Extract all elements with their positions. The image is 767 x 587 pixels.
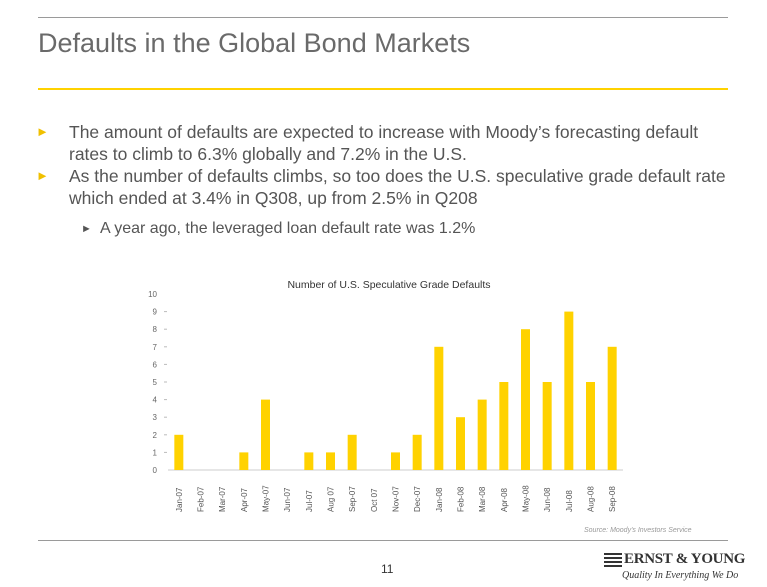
bar-may-08 bbox=[521, 329, 530, 470]
slide-title: Defaults in the Global Bond Markets bbox=[38, 28, 471, 58]
x-tick-label: May-08 bbox=[522, 485, 531, 512]
bullet-item: ► As the number of defaults climbs, so t… bbox=[36, 165, 736, 209]
y-tick-label: 10 bbox=[148, 290, 157, 299]
ernst-young-logo: ERNST & YOUNG Quality In Everything We D… bbox=[604, 551, 745, 585]
x-tick-label: Jun-07 bbox=[283, 487, 292, 512]
bar-aug-07 bbox=[326, 452, 335, 470]
page-number: 11 bbox=[381, 562, 394, 576]
x-tick-label: Mar-08 bbox=[478, 486, 487, 512]
x-tick-label: Jun-08 bbox=[543, 487, 552, 512]
x-tick-label: Jul-08 bbox=[565, 490, 574, 512]
x-tick-label: May-07 bbox=[262, 485, 271, 512]
top-divider bbox=[38, 17, 728, 18]
y-tick-label: 7 bbox=[153, 343, 158, 352]
triangle-right-icon: ► bbox=[36, 124, 49, 139]
bullet-text: As the number of defaults climbs, so too… bbox=[69, 166, 726, 208]
x-tick-label: Jan-07 bbox=[175, 487, 184, 512]
x-tick-label: Feb-07 bbox=[197, 486, 206, 512]
x-tick-label: Sep-07 bbox=[348, 486, 357, 512]
x-tick-label: Jul-07 bbox=[305, 490, 314, 512]
bar-apr-07 bbox=[239, 452, 249, 470]
x-tick-label: Oct 07 bbox=[370, 488, 379, 512]
bar-sep-07 bbox=[347, 434, 357, 470]
y-tick-label: 4 bbox=[153, 396, 158, 405]
triangle-right-icon: ► bbox=[81, 223, 92, 235]
source-note: Source: Moody's Investors Service bbox=[584, 527, 692, 534]
bar-dec-07 bbox=[412, 434, 422, 470]
bar-jan-07 bbox=[174, 434, 184, 470]
y-tick-label: 3 bbox=[153, 413, 158, 422]
x-tick-label: Aug 07 bbox=[327, 486, 336, 512]
bar-may-07 bbox=[261, 399, 270, 470]
bar-nov-07 bbox=[391, 452, 400, 470]
triangle-right-icon: ► bbox=[36, 168, 49, 183]
bar-jan-08 bbox=[434, 346, 444, 470]
y-tick-label: 0 bbox=[153, 466, 158, 475]
y-tick-label: 6 bbox=[153, 360, 158, 369]
y-tick-label: 9 bbox=[153, 308, 158, 317]
y-tick-label: 5 bbox=[153, 378, 158, 387]
x-tick-label: Feb-08 bbox=[457, 486, 466, 512]
logo-mark-icon bbox=[604, 553, 622, 567]
x-tick-label: Jan-08 bbox=[435, 487, 444, 512]
logo-tagline: Quality In Everything We Do bbox=[622, 570, 739, 581]
y-tick-label: 2 bbox=[153, 431, 158, 440]
logo-name: ERNST & YOUNG bbox=[624, 551, 746, 567]
sub-bullet-text: A year ago, the leveraged loan default r… bbox=[100, 220, 476, 237]
bar-jun-08 bbox=[542, 382, 552, 470]
bar-jul-08 bbox=[564, 311, 574, 470]
bullet-text: The amount of defaults are expected to i… bbox=[69, 122, 699, 164]
bar-aug-08 bbox=[586, 382, 595, 470]
bullet-item: ► The amount of defaults are expected to… bbox=[36, 121, 736, 165]
bar-jul-07 bbox=[304, 452, 314, 470]
bullet-list: ► The amount of defaults are expected to… bbox=[36, 121, 736, 240]
x-tick-label: Mar-07 bbox=[218, 486, 227, 512]
y-tick-label: 8 bbox=[153, 325, 158, 334]
x-tick-label: Apr-08 bbox=[500, 487, 509, 512]
bar-apr-08 bbox=[499, 382, 509, 470]
bar-feb-08 bbox=[456, 417, 465, 470]
x-tick-label: Apr-07 bbox=[240, 487, 249, 512]
x-tick-label: Dec-07 bbox=[413, 486, 422, 512]
title-underline bbox=[38, 88, 728, 90]
bar-mar-08 bbox=[477, 399, 487, 470]
sub-bullet-item: ► A year ago, the leveraged loan default… bbox=[36, 218, 736, 240]
bar-sep-08 bbox=[607, 346, 617, 470]
x-tick-label: Aug-08 bbox=[587, 486, 596, 512]
chart-title: Number of U.S. Speculative Grade Default… bbox=[287, 279, 490, 291]
x-tick-label: Sep-08 bbox=[608, 486, 617, 512]
x-tick-label: Nov-07 bbox=[392, 486, 401, 512]
y-tick-label: 1 bbox=[153, 448, 158, 457]
bottom-divider bbox=[38, 540, 728, 541]
